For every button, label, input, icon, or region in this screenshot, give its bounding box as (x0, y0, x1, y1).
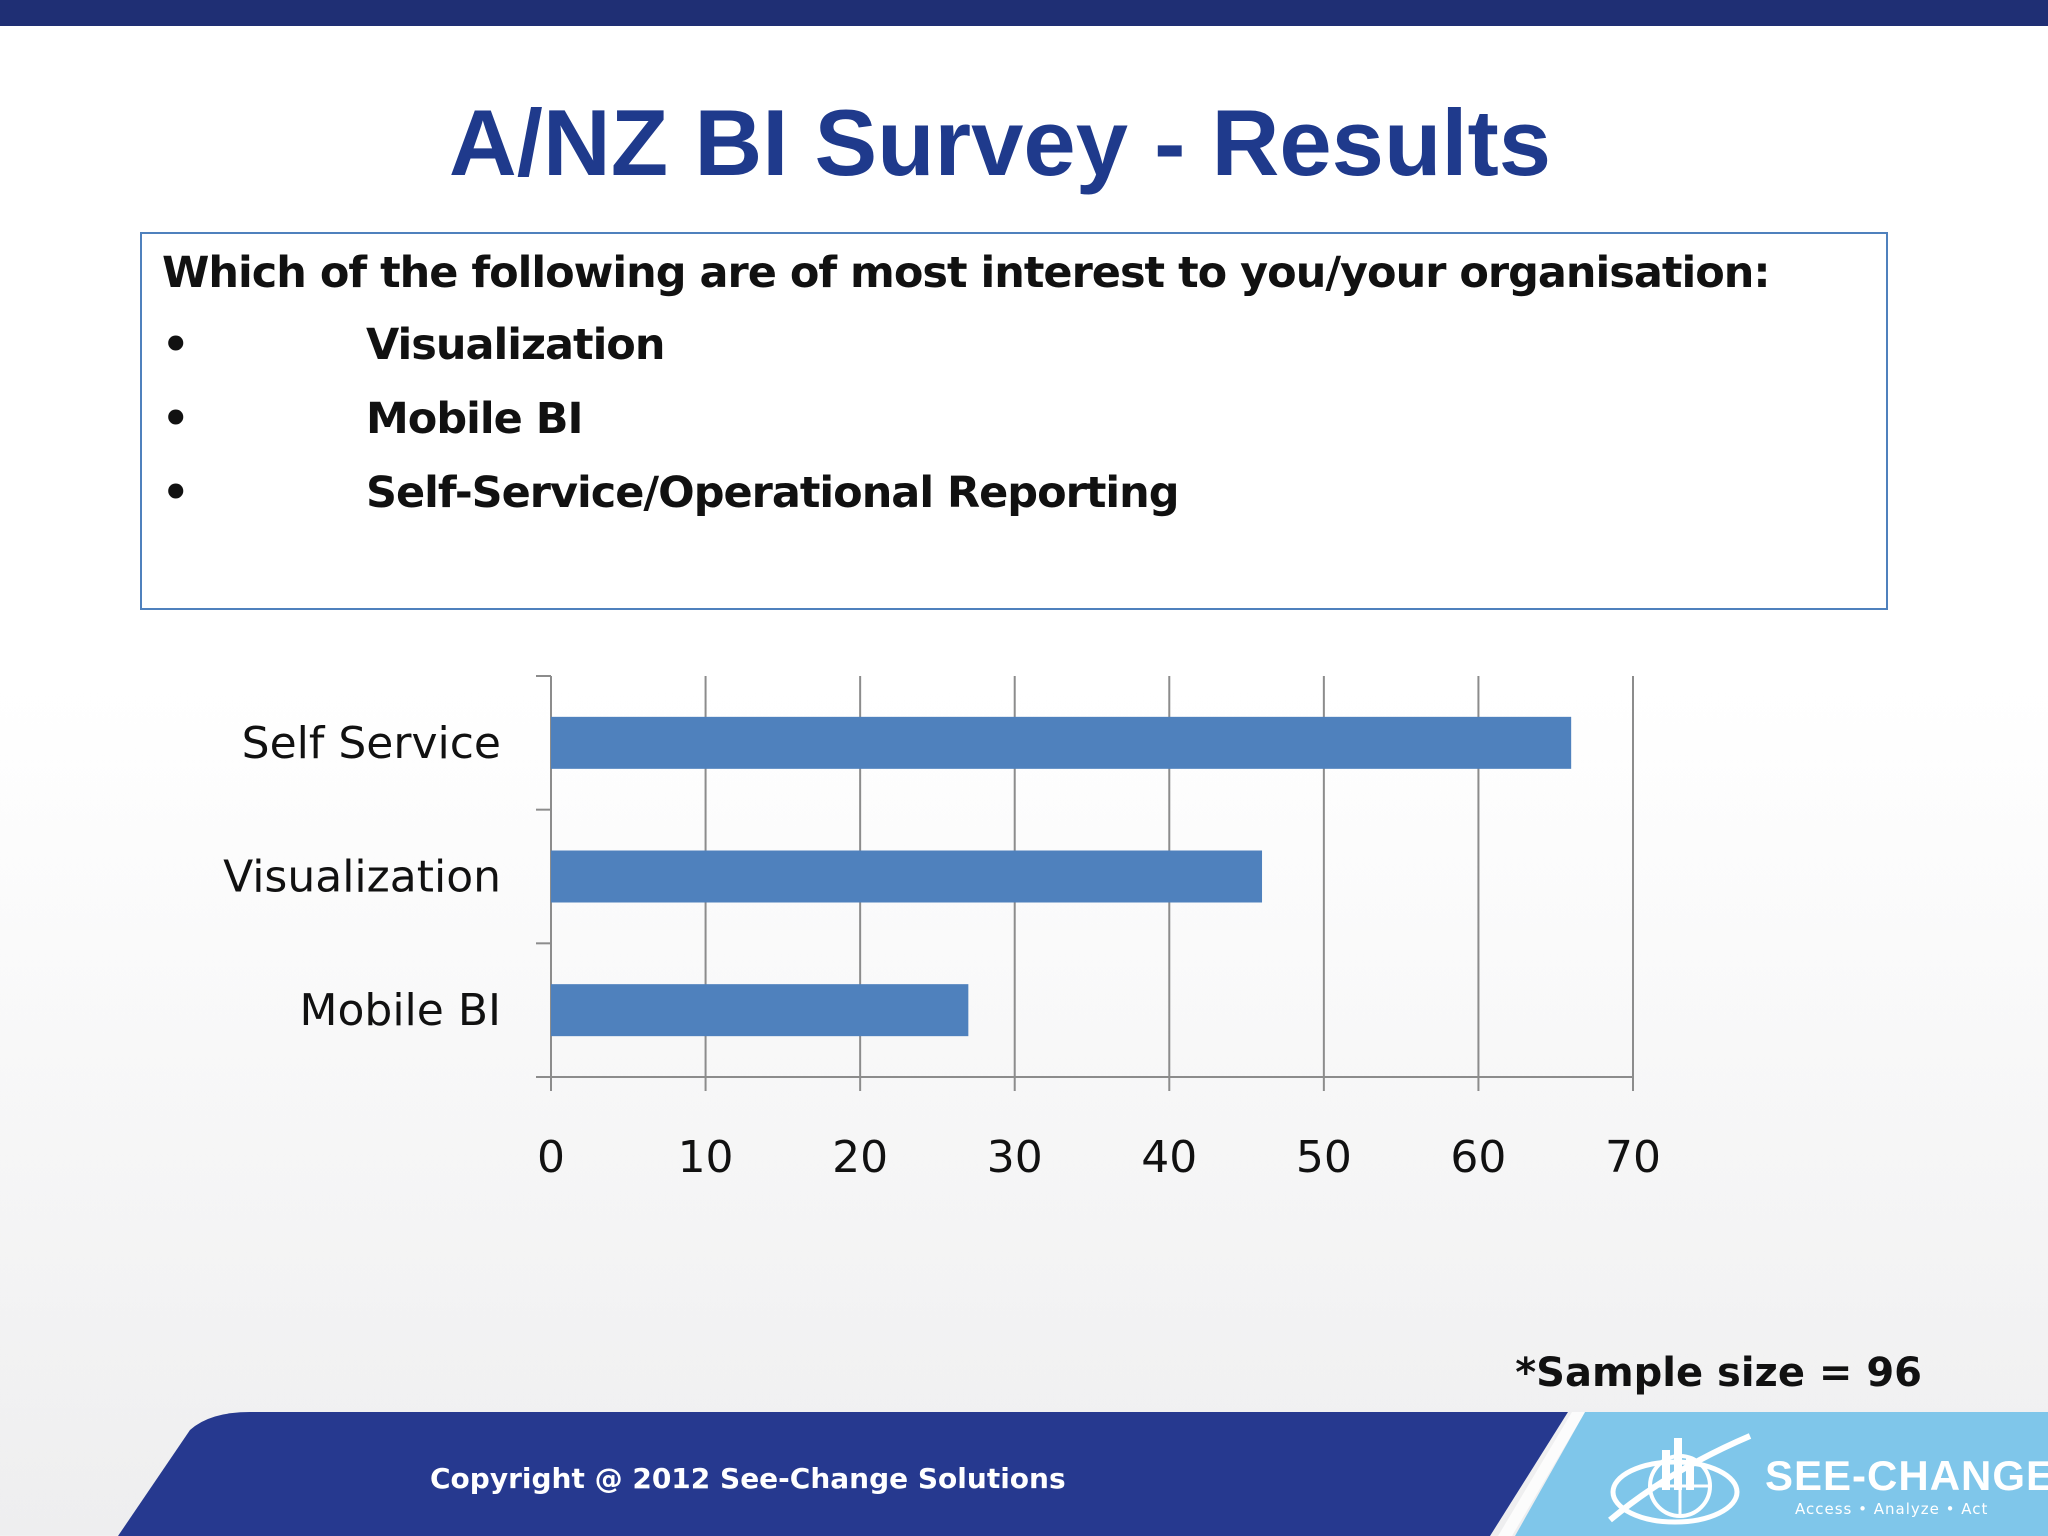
x-tick-label: 40 (1141, 1132, 1197, 1183)
bullet-icon: • (162, 394, 189, 444)
x-tick-label: 70 (1605, 1132, 1661, 1183)
option-item: • Mobile BI (162, 394, 583, 444)
bullet-icon: • (162, 468, 189, 518)
bar (551, 984, 969, 1037)
category-label: Mobile BI (300, 985, 501, 1036)
option-item: • Self-Service/Operational Reporting (162, 468, 1180, 518)
footer-band (118, 1412, 2048, 1536)
bar (551, 716, 1572, 769)
option-label: Mobile BI (366, 394, 583, 444)
bar (551, 850, 1263, 903)
category-label: Self Service (242, 718, 501, 769)
footer-blue-shape (118, 1412, 1568, 1536)
x-tick-label: 10 (678, 1132, 734, 1183)
x-tick-label: 20 (832, 1132, 888, 1183)
bullet-icon: • (162, 320, 189, 370)
slide-title: A/NZ BI Survey - Results (448, 90, 1552, 195)
bar-chart: 0 10 20 30 40 50 60 70 Self Service Visualization… (223, 675, 1661, 1183)
option-item: • Visualization (162, 320, 665, 370)
see-change-logo: SEE-CHANGE Access • Analyze • Act (1600, 1430, 2048, 1530)
top-accent-bar (0, 0, 2048, 26)
question-text: Which of the following are of most inter… (162, 248, 1771, 298)
footer-divider (1498, 1412, 1585, 1536)
copyright-text: Copyright @ 2012 See-Change Solutions (430, 1462, 1066, 1495)
logo-tagline: Access • Analyze • Act (1795, 1500, 1989, 1518)
question-box: Which of the following are of most inter… (140, 232, 1888, 610)
footer-logo-panel (1515, 1412, 2048, 1536)
x-tick-label: 60 (1450, 1132, 1506, 1183)
option-label: Self-Service/Operational Reporting (366, 468, 1180, 518)
category-label: Visualization (223, 852, 501, 903)
option-label: Visualization (366, 320, 665, 370)
x-tick-label: 50 (1296, 1132, 1352, 1183)
see-change-globe-logo-icon (1608, 1433, 1752, 1525)
logo-name: SEE-CHANGE (1765, 1452, 2048, 1499)
sample-size-note: *Sample size = 96 (1515, 1350, 1922, 1396)
x-tick-label: 30 (987, 1132, 1043, 1183)
x-tick-label: 0 (537, 1132, 565, 1183)
